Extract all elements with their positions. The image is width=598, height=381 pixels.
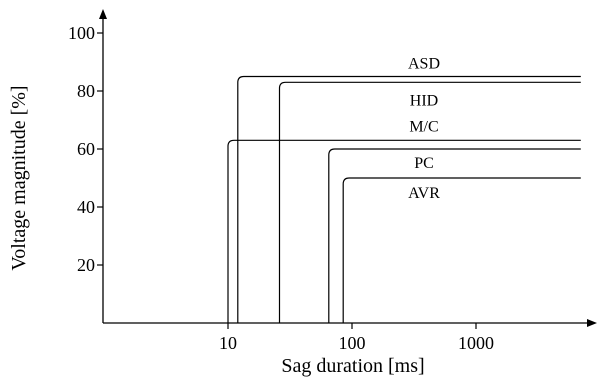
series-line-pc — [328, 148, 581, 323]
ticks-layer: 20 40 60 80 100 10 100 1000 — [68, 23, 494, 353]
axes-layer — [99, 9, 597, 327]
series-line-avr — [342, 177, 581, 323]
y-tick-label: 80 — [77, 81, 95, 101]
series-line-asd — [237, 75, 581, 323]
x-axis-arrow — [587, 319, 597, 327]
labels-layer: ASD HID M/C PC AVR — [408, 56, 440, 203]
series-label: PC — [414, 155, 434, 172]
series-label: M/C — [409, 118, 438, 135]
y-axis-title: Voltage magnitude [%] — [8, 85, 30, 270]
series-layer — [227, 75, 581, 323]
y-tick-label: 60 — [77, 139, 95, 159]
series-line-hid — [278, 81, 581, 323]
x-axis-title: Sag duration [ms] — [281, 355, 424, 377]
x-tick-label: 1000 — [458, 333, 494, 353]
y-tick-label: 40 — [77, 197, 95, 217]
series-label: ASD — [408, 56, 440, 73]
y-axis-arrow — [99, 9, 107, 19]
series-label: HID — [410, 92, 438, 109]
y-tick-label: 20 — [77, 255, 95, 275]
series-line-m-c — [227, 139, 581, 323]
x-tick-label: 10 — [219, 333, 237, 353]
y-tick-label: 100 — [68, 23, 95, 43]
series-label: AVR — [408, 185, 440, 202]
x-tick-label: 100 — [339, 333, 366, 353]
